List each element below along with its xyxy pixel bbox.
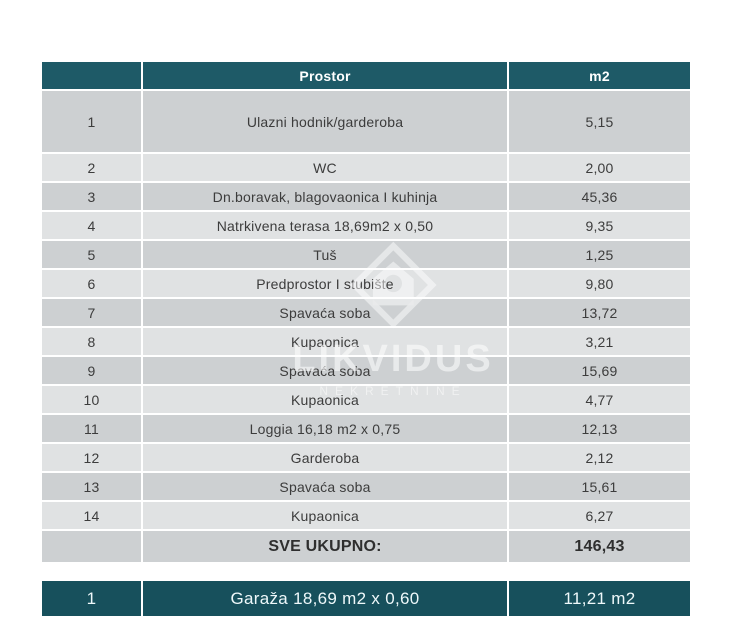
table-row: 8 Kupaonica 3,21	[42, 328, 690, 355]
row-prostor-cell: Spavaća soba	[143, 473, 507, 500]
row-number-cell: 10	[42, 386, 141, 413]
row-prostor-cell: Dn.boravak, blagovaonica I kuhinja	[143, 183, 507, 210]
header-cell-num	[42, 62, 141, 89]
row-number-cell: 5	[42, 241, 141, 268]
table-row: 1 Ulazni hodnik/garderoba 5,15	[42, 91, 690, 152]
row-number-cell: 7	[42, 299, 141, 326]
garage-number-cell: 1	[42, 581, 141, 616]
row-m2-cell: 6,27	[509, 502, 690, 529]
row-prostor-cell: Loggia 16,18 m2 x 0,75	[143, 415, 507, 442]
table-row: 4 Natrkivena terasa 18,69m2 x 0,50 9,35	[42, 212, 690, 239]
row-prostor-cell: Predprostor I stubište	[143, 270, 507, 297]
row-prostor-cell: WC	[143, 154, 507, 181]
row-m2-cell: 15,69	[509, 357, 690, 384]
garage-label-cell: Garaža 18,69 m2 x 0,60	[143, 581, 507, 616]
table-row: 13 Spavaća soba 15,61	[42, 473, 690, 500]
row-m2-cell: 9,35	[509, 212, 690, 239]
row-m2-cell: 2,00	[509, 154, 690, 181]
row-number-cell: 1	[42, 91, 141, 152]
row-m2-cell: 2,12	[509, 444, 690, 471]
row-prostor-cell: Spavaća soba	[143, 357, 507, 384]
header-cell-prostor: Prostor	[143, 62, 507, 89]
row-m2-cell: 12,13	[509, 415, 690, 442]
row-number-cell: 12	[42, 444, 141, 471]
table-row: 6 Predprostor I stubište 9,80	[42, 270, 690, 297]
row-prostor-cell: Natrkivena terasa 18,69m2 x 0,50	[143, 212, 507, 239]
total-row: SVE UKUPNO: 146,43	[42, 531, 690, 562]
garage-m2-cell: 11,21 m2	[509, 581, 690, 616]
row-number-cell: 2	[42, 154, 141, 181]
row-prostor-cell: Tuš	[143, 241, 507, 268]
header-cell-m2: m2	[509, 62, 690, 89]
table-row: 7 Spavaća soba 13,72	[42, 299, 690, 326]
table-row: 9 Spavaća soba 15,69	[42, 357, 690, 384]
row-m2-cell: 13,72	[509, 299, 690, 326]
row-prostor-cell: Spavaća soba	[143, 299, 507, 326]
area-table: Prostor m2 1 Ulazni hodnik/garderoba 5,1…	[42, 62, 690, 562]
row-prostor-cell: Ulazni hodnik/garderoba	[143, 91, 507, 152]
table-row: 14 Kupaonica 6,27	[42, 502, 690, 529]
row-number-cell: 4	[42, 212, 141, 239]
row-m2-cell: 45,36	[509, 183, 690, 210]
garage-row: 1 Garaža 18,69 m2 x 0,60 11,21 m2	[42, 581, 690, 616]
row-prostor-cell: Garderoba	[143, 444, 507, 471]
table-row: 2 WC 2,00	[42, 154, 690, 181]
row-m2-cell: 3,21	[509, 328, 690, 355]
row-m2-cell: 4,77	[509, 386, 690, 413]
table-body: 1 Ulazni hodnik/garderoba 5,15 2 WC 2,00…	[42, 91, 690, 529]
row-prostor-cell: Kupaonica	[143, 502, 507, 529]
table-row: 10 Kupaonica 4,77	[42, 386, 690, 413]
row-number-cell: 8	[42, 328, 141, 355]
row-m2-cell: 9,80	[509, 270, 690, 297]
table-header-row: Prostor m2	[42, 62, 690, 89]
row-m2-cell: 1,25	[509, 241, 690, 268]
row-number-cell: 14	[42, 502, 141, 529]
row-number-cell: 6	[42, 270, 141, 297]
row-prostor-cell: Kupaonica	[143, 328, 507, 355]
row-number-cell: 3	[42, 183, 141, 210]
row-prostor-cell: Kupaonica	[143, 386, 507, 413]
table-row: 5 Tuš 1,25	[42, 241, 690, 268]
row-number-cell: 11	[42, 415, 141, 442]
total-value: 146,43	[509, 531, 690, 562]
row-number-cell: 9	[42, 357, 141, 384]
row-m2-cell: 5,15	[509, 91, 690, 152]
row-m2-cell: 15,61	[509, 473, 690, 500]
table-row: 3 Dn.boravak, blagovaonica I kuhinja 45,…	[42, 183, 690, 210]
total-label: SVE UKUPNO:	[143, 531, 507, 562]
row-number-cell: 13	[42, 473, 141, 500]
table-row: 11 Loggia 16,18 m2 x 0,75 12,13	[42, 415, 690, 442]
total-cell-num	[42, 531, 141, 562]
table-row: 12 Garderoba 2,12	[42, 444, 690, 471]
